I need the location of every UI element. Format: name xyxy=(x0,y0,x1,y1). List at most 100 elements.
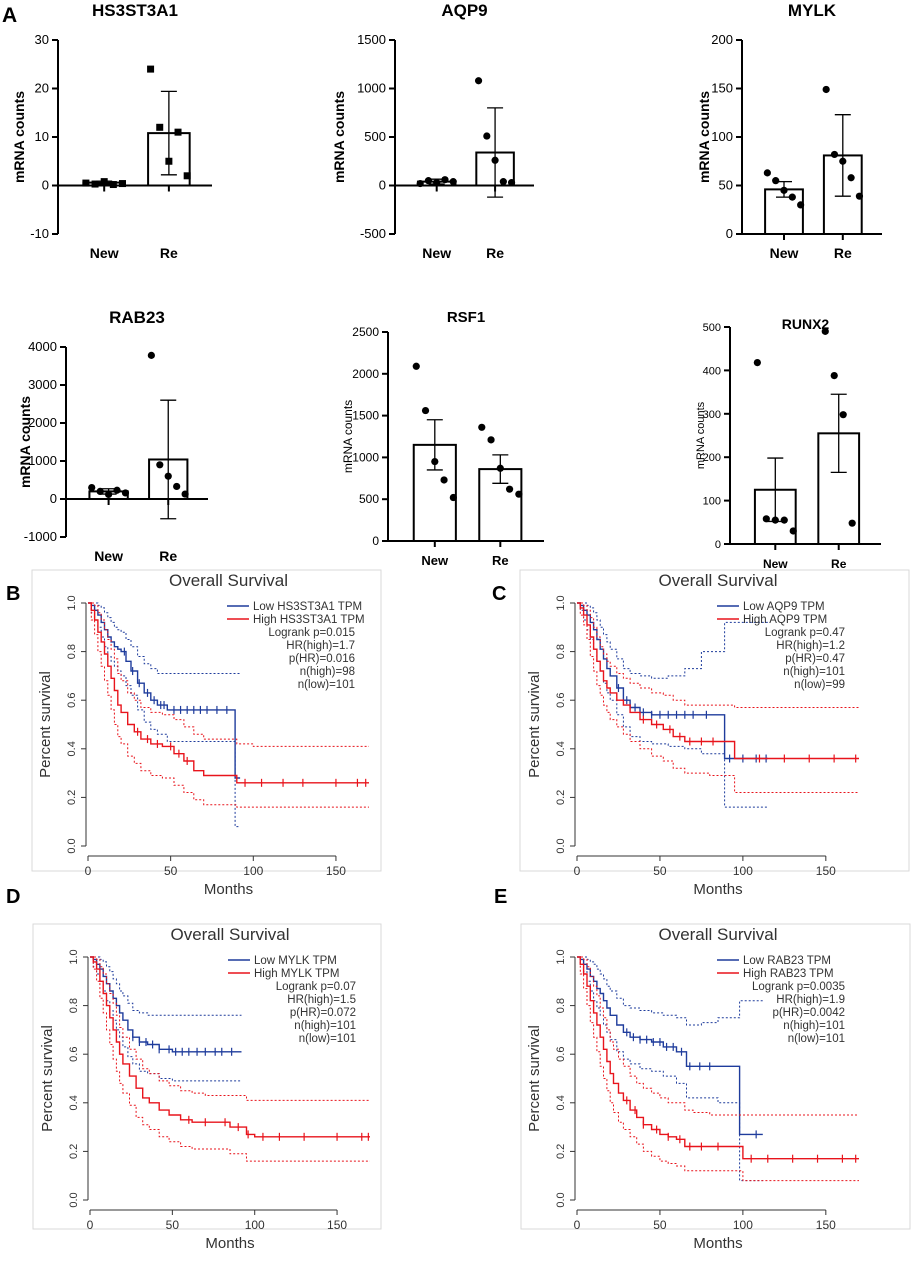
ci-upper-high xyxy=(577,956,859,1116)
data-point xyxy=(156,461,164,469)
y-tick-label: 1000 xyxy=(28,453,57,468)
stat-text: p(HR)=0.016 xyxy=(289,653,355,665)
y-tick-label: 1.0 xyxy=(66,595,78,610)
y-tick-label: 0.4 xyxy=(555,1095,567,1110)
y-axis-label: Percent survival xyxy=(526,671,543,778)
y-tick-label: 200 xyxy=(711,32,733,47)
y-tick-label: 0.0 xyxy=(66,838,78,853)
stat-text: HR(high)=1.7 xyxy=(286,640,355,652)
stat-text: Logrank p=0.015 xyxy=(268,627,355,639)
y-tick-label: 0.8 xyxy=(555,644,567,659)
y-tick-label: 0.8 xyxy=(66,644,78,659)
x-axis-label: Months xyxy=(205,1235,254,1252)
survival-line-low xyxy=(90,956,242,1053)
stat-text: n(high)=98 xyxy=(300,666,355,678)
y-tick-label: 500 xyxy=(703,322,721,334)
data-point xyxy=(449,178,457,186)
data-point xyxy=(830,372,838,380)
data-point xyxy=(780,516,788,524)
panel-letter-e: E xyxy=(494,886,507,908)
y-tick-label: 0 xyxy=(726,226,733,241)
y-tick-label: 2500 xyxy=(352,325,379,339)
y-tick-label: 0 xyxy=(372,534,379,548)
ci-upper-low xyxy=(577,956,763,1026)
ci-upper-high xyxy=(577,602,859,708)
x-tick-label: 150 xyxy=(816,864,836,878)
stat-text: n(high)=101 xyxy=(294,1020,356,1032)
y-tick-label: 50 xyxy=(719,178,733,193)
data-point xyxy=(847,174,855,182)
survival-line-low xyxy=(577,956,763,1136)
y-tick-label: 0.8 xyxy=(555,998,567,1013)
y-tick-label: 20 xyxy=(35,81,49,96)
x-tick-label: New xyxy=(421,553,449,568)
data-point xyxy=(789,527,797,535)
panel-letter-a: A xyxy=(2,4,17,27)
data-point xyxy=(173,482,181,491)
data-point xyxy=(121,489,130,497)
x-tick-label: Re xyxy=(834,245,852,261)
chart-title: Overall Survival xyxy=(170,925,289,944)
data-point xyxy=(440,476,448,484)
y-tick-label: 300 xyxy=(703,409,721,421)
y-tick-label: -10 xyxy=(30,226,49,241)
ci-lower-high xyxy=(577,956,859,1182)
data-point xyxy=(515,490,523,498)
x-tick-label: New xyxy=(763,557,788,571)
x-tick-label: 150 xyxy=(327,1218,347,1232)
stat-text: n(low)=101 xyxy=(299,1033,356,1045)
legend-label: High RAB23 TPM xyxy=(743,968,834,980)
data-point xyxy=(431,457,439,466)
ci-lower-low xyxy=(577,602,768,808)
panel-frame xyxy=(520,923,911,1230)
stat-text: n(low)=99 xyxy=(794,679,845,691)
y-axis-label: mRNA counts xyxy=(331,91,347,183)
data-point xyxy=(165,157,173,165)
bar-chart-mylk: MYLK mRNA counts 0 50 100 150 200 New Re xyxy=(696,1,882,261)
x-tick-label: Re xyxy=(486,245,504,261)
ci-lower-low xyxy=(577,956,763,1182)
y-tick-label: 0.8 xyxy=(68,998,80,1013)
data-point xyxy=(830,150,839,159)
y-tick-label: 0.0 xyxy=(68,1192,80,1207)
stat-text: p(HR)=0.0042 xyxy=(772,1007,845,1019)
stat-text: p(HR)=0.47 xyxy=(785,653,845,665)
chart-title: RSF1 xyxy=(447,309,485,326)
bar-chart-aqp9: AQP9 mRNA counts -500 0 500 1000 1500 New Re xyxy=(331,1,534,261)
y-tick-label: 0 xyxy=(50,491,57,506)
x-tick-label: 0 xyxy=(574,864,581,878)
y-tick-label: 1500 xyxy=(352,409,379,423)
stat-text: Logrank p=0.0035 xyxy=(752,981,845,993)
ci-lower-high xyxy=(577,602,859,793)
y-tick-label: 1000 xyxy=(352,450,379,464)
chart-title: Overall Survival xyxy=(658,571,777,590)
chart-title: MYLK xyxy=(788,1,837,20)
legend-label: Low AQP9 TPM xyxy=(743,601,825,613)
legend-label: High MYLK TPM xyxy=(254,968,339,980)
y-tick-label: 500 xyxy=(359,492,379,506)
y-tick-label: 0 xyxy=(42,178,49,193)
data-point xyxy=(449,493,457,502)
y-tick-label: 0.2 xyxy=(555,790,567,805)
x-tick-label: 100 xyxy=(733,864,753,878)
x-tick-label: 50 xyxy=(653,864,667,878)
chart-title: HS3ST3A1 xyxy=(92,1,178,20)
y-tick-label: 0.6 xyxy=(68,1047,80,1062)
y-axis-label: mRNA counts xyxy=(695,401,707,469)
data-point xyxy=(505,485,514,493)
stat-text: n(low)=101 xyxy=(298,679,355,691)
y-tick-label: 150 xyxy=(711,81,733,96)
x-tick-label: New xyxy=(422,245,451,261)
y-tick-label: 0.6 xyxy=(555,693,567,708)
data-point xyxy=(424,177,433,185)
survival-chart-aqp9: Overall Survival Months Percent survival 0.… xyxy=(519,569,910,898)
data-point xyxy=(478,423,486,431)
bar-chart-rab23: RAB23 mRNA counts -1000 0 1000 2000 3000 4000 Ne… xyxy=(17,308,208,564)
x-tick-label: Re xyxy=(492,553,509,568)
x-tick-label: 50 xyxy=(166,1218,180,1232)
y-tick-label: 1000 xyxy=(357,81,386,96)
bar xyxy=(764,188,804,236)
survival-chart-mylk: Overall Survival Months Percent survival 0.… xyxy=(32,923,382,1252)
y-axis-label: mRNA counts xyxy=(341,400,355,473)
y-tick-label: 0 xyxy=(379,178,386,193)
